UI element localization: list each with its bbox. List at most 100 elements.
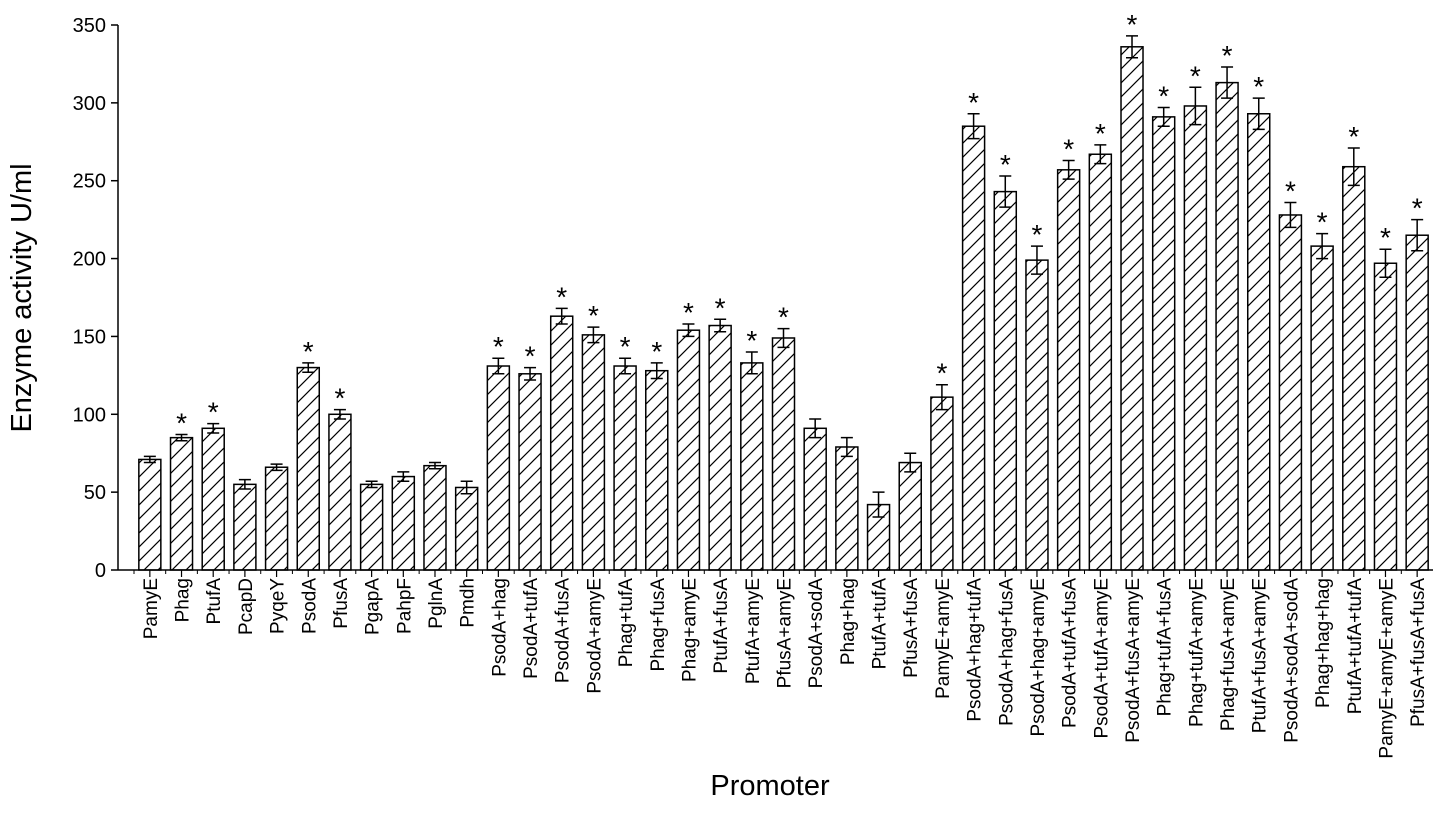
error-bar xyxy=(238,478,251,490)
y-tick-label: 350 xyxy=(73,15,106,37)
significance-label: * xyxy=(588,300,599,331)
y-tick-label: 250 xyxy=(73,171,106,193)
significance-label: * xyxy=(1158,81,1169,112)
significance-label: * xyxy=(1317,207,1328,238)
significance-label: * xyxy=(778,302,789,333)
error-bar xyxy=(555,307,568,325)
x-tick-label: Phag+hag+hag xyxy=(1313,578,1334,708)
error-bar xyxy=(1030,245,1043,275)
significance-label: * xyxy=(1063,133,1074,164)
bar xyxy=(201,427,225,571)
bar xyxy=(645,369,669,571)
bar xyxy=(264,466,289,571)
y-tick-label: 0 xyxy=(95,560,106,582)
error-bar xyxy=(1347,147,1360,187)
error-bar xyxy=(840,436,853,458)
error-bar xyxy=(365,480,378,489)
x-tick-label: PgapA xyxy=(363,578,384,635)
bar xyxy=(1373,262,1398,571)
bar xyxy=(1151,116,1176,571)
x-tick-label: Phag+hag xyxy=(838,578,859,665)
error-bar xyxy=(1252,97,1265,131)
x-tick-label: PsodA+sodA+sodA xyxy=(1281,578,1302,743)
significance-label: * xyxy=(1032,219,1043,250)
error-bar xyxy=(935,383,948,411)
significance-label: * xyxy=(1000,149,1011,180)
significance-label: * xyxy=(525,341,536,372)
error-bar xyxy=(745,351,758,375)
bar xyxy=(1310,245,1334,571)
bar xyxy=(296,366,321,571)
bar xyxy=(1183,105,1208,571)
significance-label: * xyxy=(1095,118,1106,149)
error-bar xyxy=(302,362,315,373)
significance-label: * xyxy=(493,331,504,362)
error-bar xyxy=(809,418,822,439)
x-tick-label: PsodA+hag+amyE xyxy=(1028,578,1049,736)
significance-label: * xyxy=(303,336,314,367)
bar xyxy=(549,315,574,571)
y-tick-label: 300 xyxy=(73,93,106,115)
x-tick-label: PamyE+amyE xyxy=(933,578,954,699)
x-tick-label: PglnA xyxy=(426,578,447,629)
error-bar xyxy=(1126,35,1139,59)
x-tick-label: PsodA+tufA xyxy=(521,578,542,679)
x-tick-label: PsodA xyxy=(299,578,320,634)
error-bar xyxy=(1316,232,1329,260)
error-bar xyxy=(428,461,441,470)
error-bar xyxy=(333,408,346,420)
bar xyxy=(803,427,827,571)
x-axis-label: Promoter xyxy=(710,770,830,802)
error-bar xyxy=(1189,86,1202,126)
bar xyxy=(708,324,732,571)
significance-label: * xyxy=(556,281,567,312)
x-tick-label: PsodA+fusA+amyE xyxy=(1123,578,1144,743)
y-axis-label: Enzyme activity U/ml xyxy=(6,163,38,432)
error-bar xyxy=(1062,159,1075,180)
bar xyxy=(740,362,764,571)
error-bar xyxy=(270,463,283,472)
significance-label: * xyxy=(620,331,631,362)
significance-label: * xyxy=(1127,9,1138,40)
x-tick-label: PtufA+tufA+tufA xyxy=(1345,578,1366,715)
error-bar xyxy=(619,357,632,375)
bar xyxy=(359,483,384,571)
x-tick-label: PfusA+fusA xyxy=(901,578,922,678)
significance-label: * xyxy=(936,358,947,389)
x-tick-label: PtufA xyxy=(204,578,225,625)
bar xyxy=(930,396,954,571)
x-tick-label: Phag+fusA+amyE xyxy=(1218,578,1239,731)
significance-label: * xyxy=(683,297,694,328)
x-tick-label: Pmdh xyxy=(458,578,479,628)
error-bar xyxy=(1411,218,1424,252)
significance-label: * xyxy=(746,325,757,356)
error-bar xyxy=(397,471,410,482)
x-tick-label: Phag xyxy=(173,578,194,622)
bar xyxy=(423,464,447,571)
x-tick-label: Phag+tufA+fusA xyxy=(1155,578,1176,717)
significance-label: * xyxy=(1190,60,1201,91)
significance-label: * xyxy=(715,292,726,323)
error-bar xyxy=(714,318,727,333)
x-tick-label: PahpF xyxy=(394,578,415,634)
y-tick-label: 100 xyxy=(73,404,106,426)
error-bar xyxy=(1157,106,1170,127)
significance-label: * xyxy=(334,383,345,414)
bar xyxy=(581,334,606,571)
y-tick-label: 150 xyxy=(73,326,106,348)
x-tick-label: Phag+fusA xyxy=(648,578,669,672)
x-tick-label: Phag+tufA xyxy=(616,578,637,668)
bar xyxy=(518,373,542,571)
x-tick-label: PsodA+fusA xyxy=(553,578,574,683)
significance-label: * xyxy=(1285,176,1296,207)
x-tick-label: PfusA xyxy=(331,578,352,629)
bar xyxy=(1120,46,1144,571)
error-bar xyxy=(904,452,917,473)
error-bar xyxy=(207,422,220,434)
error-bar xyxy=(650,362,663,380)
bar xyxy=(1215,81,1239,571)
x-tick-label: PsodA+tufA+amyE xyxy=(1091,578,1112,739)
bar xyxy=(1056,169,1081,571)
x-tick-label: PsodA+hag+fusA xyxy=(996,578,1017,726)
x-tick-label: PfusA+amyE xyxy=(775,578,796,688)
